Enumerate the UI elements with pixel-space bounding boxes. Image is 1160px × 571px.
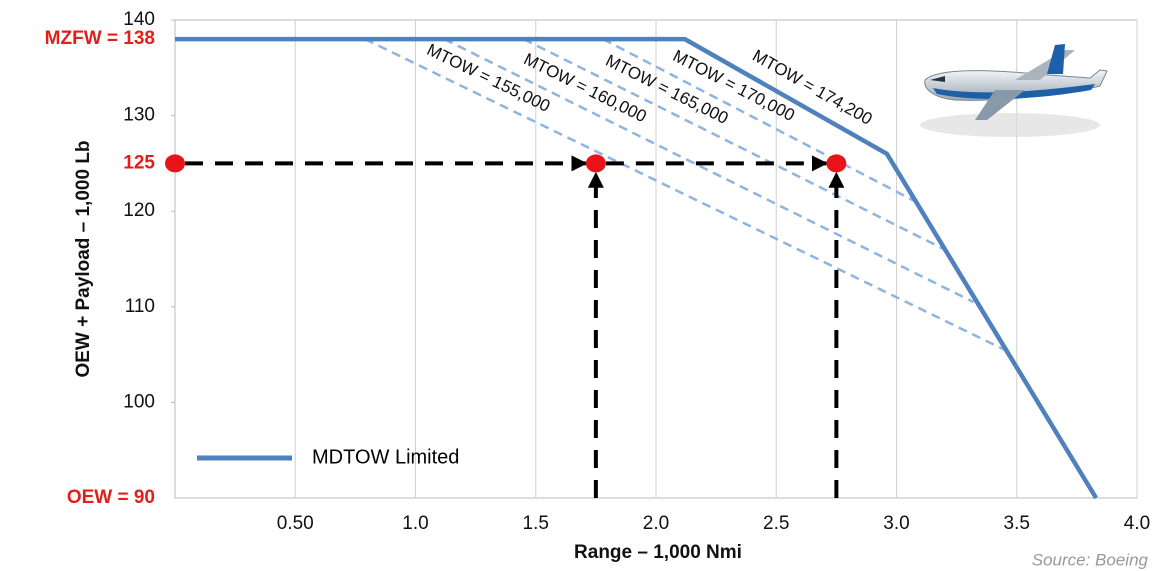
y-tick-label: 140 <box>123 9 155 30</box>
y-tick-label: 130 <box>123 105 155 126</box>
mtow-line <box>523 38 946 251</box>
x-tick-label: 4.0 <box>1124 513 1150 534</box>
x-axis-title: Range – 1,000 Nmi <box>574 542 742 563</box>
y-tick-label: 120 <box>123 200 155 221</box>
grid <box>171 19 1138 498</box>
point <box>826 154 847 173</box>
x-tick-label: 0.50 <box>277 513 314 534</box>
reference-tick-label: 125 <box>123 152 155 173</box>
airplane-image <box>920 44 1108 137</box>
mtow-line <box>443 38 975 304</box>
point <box>585 154 606 173</box>
x-tick-label: 3.0 <box>883 513 909 534</box>
reference-tick-label: MZFW = 138 <box>45 28 155 49</box>
mtow-line <box>602 38 917 203</box>
point <box>165 154 185 173</box>
x-tick-label: 1.5 <box>523 513 549 534</box>
mtow-line <box>364 37 1006 351</box>
series-line <box>175 36 1099 500</box>
x-tick-label: 3.5 <box>1004 513 1030 534</box>
x-tick-label: 2.5 <box>763 513 789 534</box>
legend-label: MDTOW Limited <box>312 446 459 468</box>
x-tick-label: 1.0 <box>402 513 428 534</box>
y-axis-title: OEW + Payload – 1,000 Lb <box>73 140 94 377</box>
y-tick-label: 110 <box>125 296 155 317</box>
y-tick-label: 100 <box>123 391 155 412</box>
reference-tick-label: OEW = 90 <box>67 487 155 508</box>
source-note: Source: Boeing <box>1032 550 1149 569</box>
x-tick-label: 2.0 <box>643 513 669 534</box>
plot-area: 0.50 1.0 1.5 2.0 2.5 3.0 3.5 4.0 100 110 120 130 140… <box>45 9 1151 534</box>
